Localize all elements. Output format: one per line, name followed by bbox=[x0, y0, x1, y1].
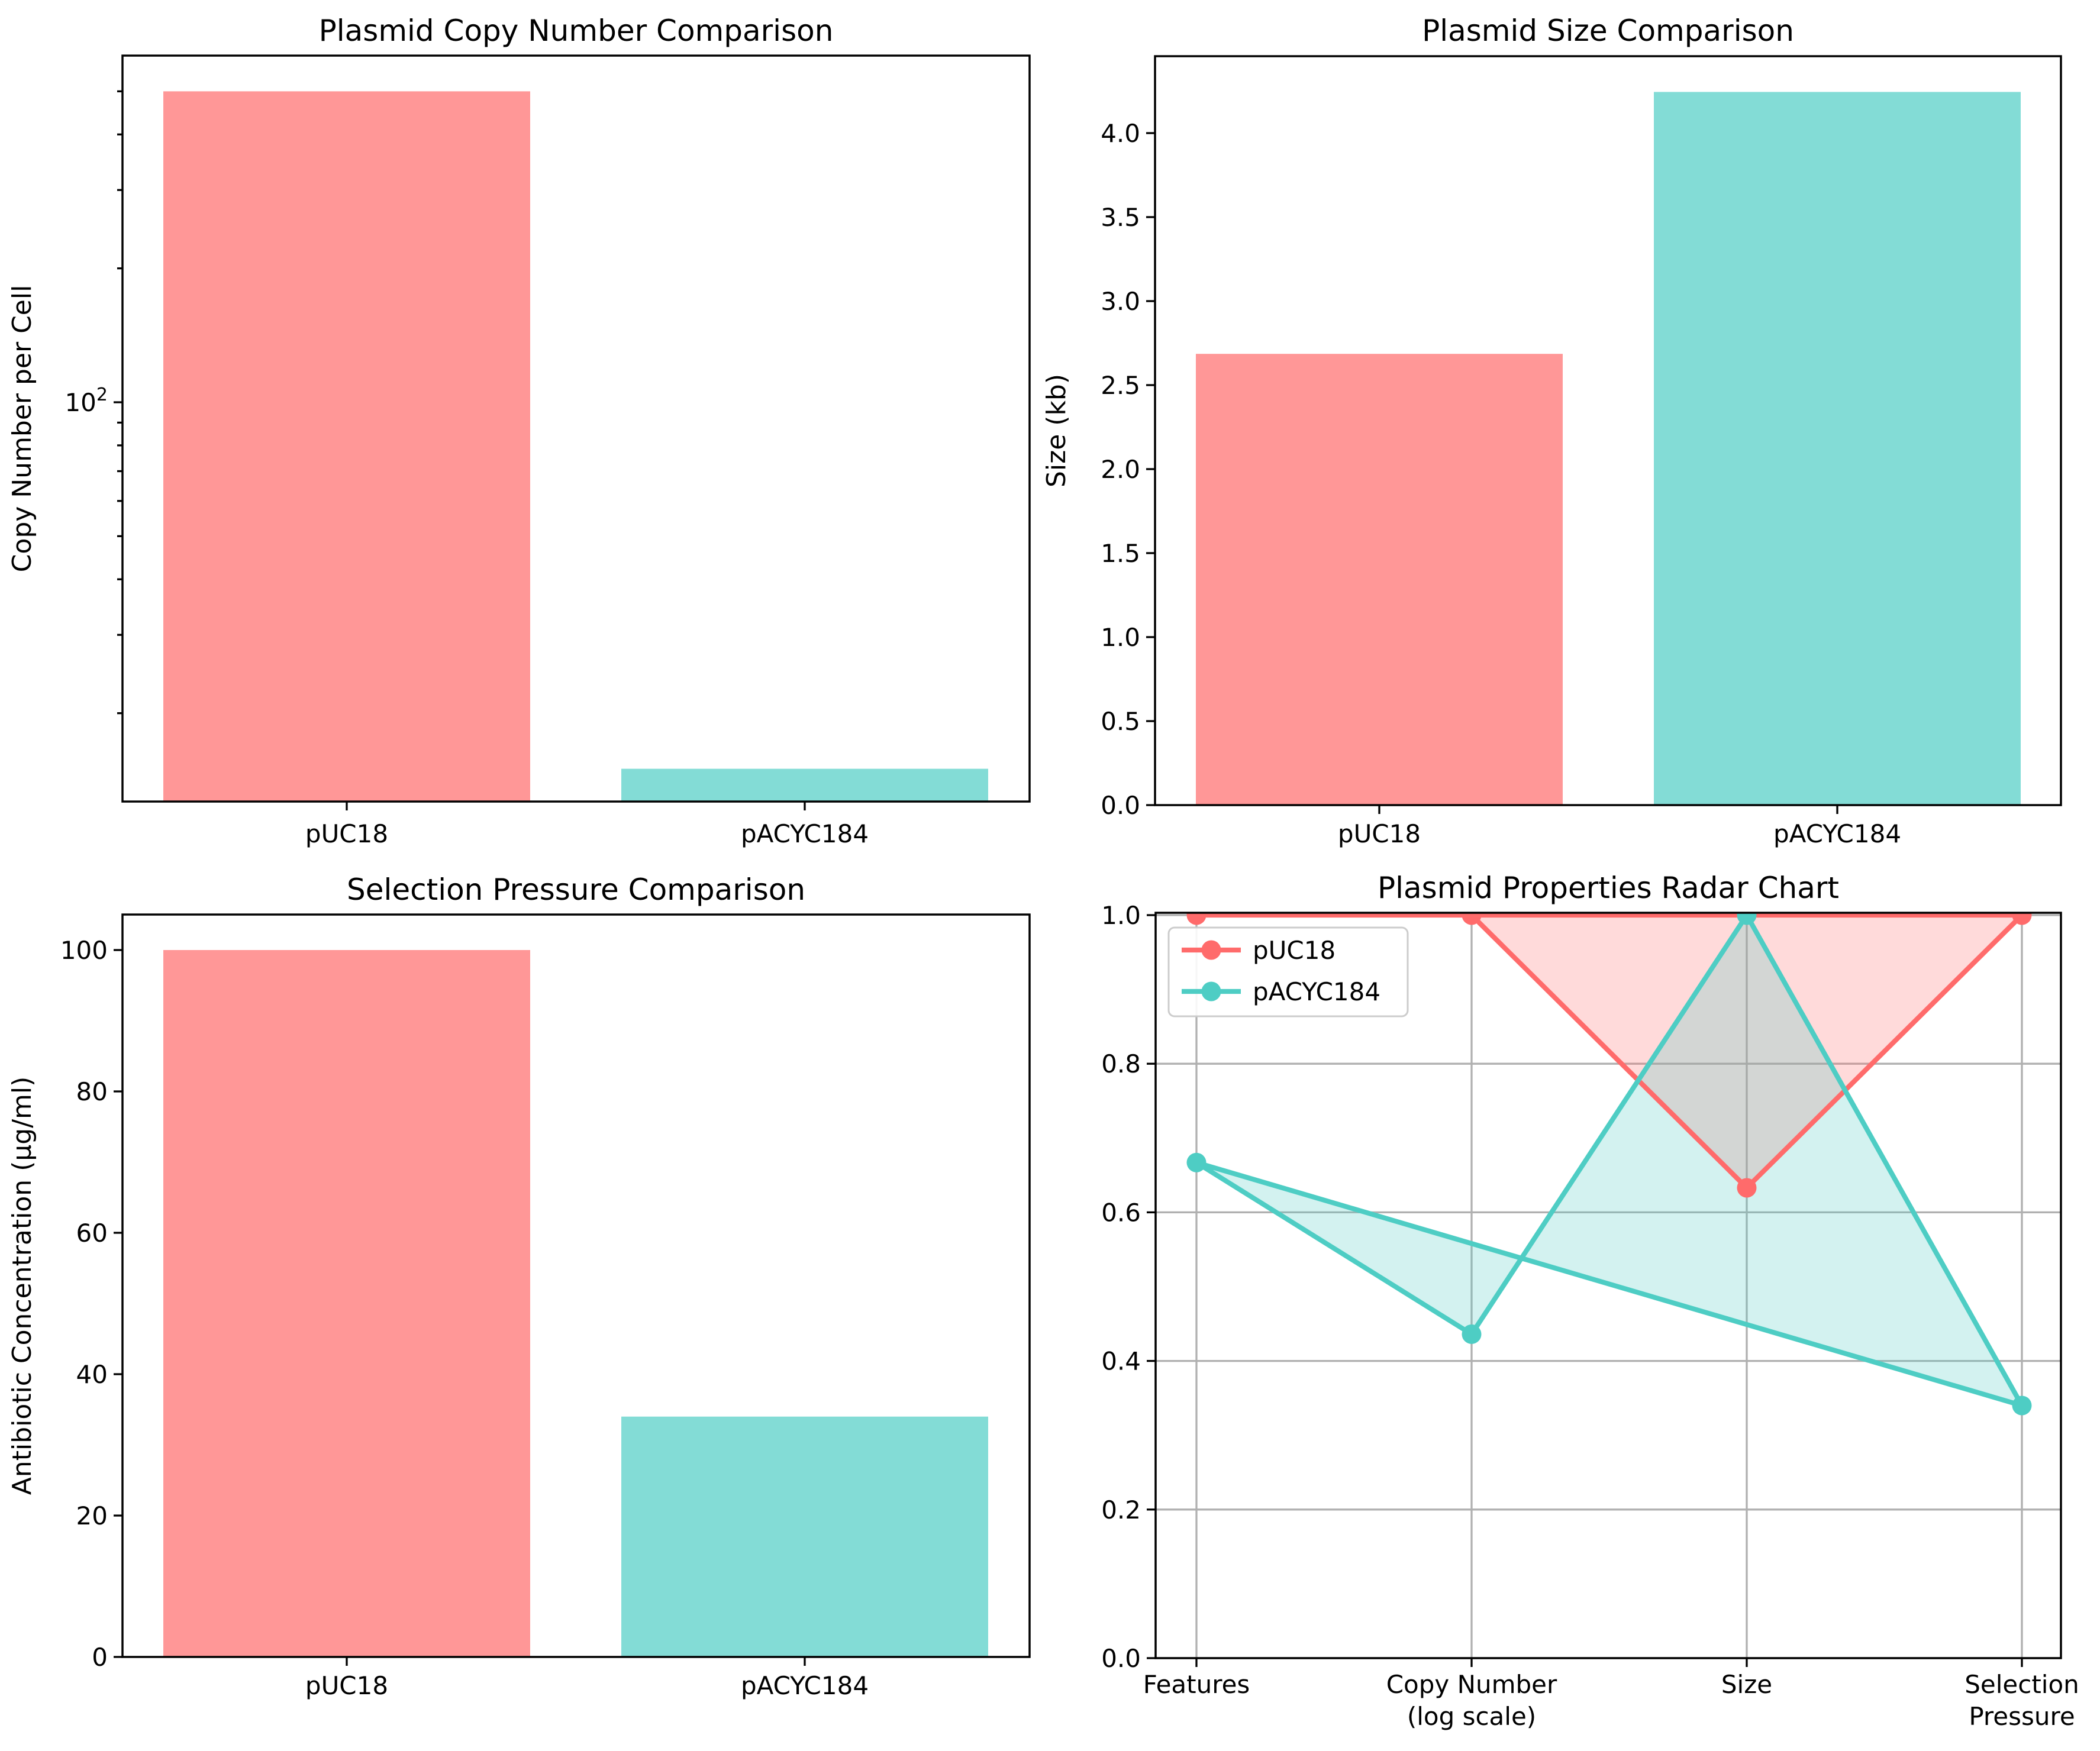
bar-puc18 bbox=[163, 950, 530, 1657]
radar-point-puc18-0 bbox=[1186, 913, 1207, 925]
ytick-label: 0.5 bbox=[1101, 707, 1140, 736]
xtick-label: pUC18 bbox=[305, 1671, 388, 1700]
chart-title-copy-number: Plasmid Copy Number Comparison bbox=[319, 14, 834, 48]
bar-puc18 bbox=[163, 91, 530, 802]
y-axis-label: Copy Number per Cell bbox=[7, 285, 37, 573]
ytick-label: 0.8 bbox=[1101, 1049, 1141, 1078]
xtick-label: pACYC184 bbox=[741, 1671, 869, 1700]
chart-title-radar: Plasmid Properties Radar Chart bbox=[1378, 871, 1839, 905]
legend-marker-puc18 bbox=[1201, 940, 1221, 960]
bar-pacyc184 bbox=[1654, 92, 2021, 805]
xtick-label: pUC18 bbox=[305, 819, 388, 848]
ytick-label: 1.0 bbox=[1101, 623, 1140, 652]
radar-point-pacyc184-2 bbox=[1737, 913, 1757, 925]
chart-radar: 0.0 0.2 0.4 0.6 0.8 1.0 Features Copy Number (lo… bbox=[1101, 871, 2079, 1731]
radar-point-pacyc184-0 bbox=[1186, 1152, 1207, 1172]
chart-size: 0.0 0.5 1.0 1.5 2.0 2.5 3.0 3.5 4.0 pUC18 pACYC184… bbox=[1041, 14, 2062, 848]
bar-pacyc184 bbox=[621, 768, 988, 802]
xtick-label: Selection bbox=[1964, 1670, 2079, 1699]
xtick-label: Size bbox=[1721, 1670, 1772, 1699]
ytick-label: 4.0 bbox=[1101, 119, 1140, 148]
ytick-label: 0.2 bbox=[1101, 1495, 1141, 1524]
ytick-label: 1.5 bbox=[1101, 539, 1140, 568]
ytick-label: 60 bbox=[76, 1219, 108, 1248]
legend-label-puc18: pUC18 bbox=[1253, 936, 1336, 965]
legend: pUC18 pACYC184 bbox=[1167, 926, 1409, 1017]
ytick-label: 2.5 bbox=[1101, 371, 1140, 400]
axes-spines bbox=[1154, 55, 2062, 806]
ytick-label: 1.0 bbox=[1101, 901, 1141, 930]
ytick-label-log: 102 bbox=[64, 385, 108, 417]
chart-title-selection-pressure: Selection Pressure Comparison bbox=[347, 873, 805, 907]
bar-pacyc184 bbox=[621, 1416, 988, 1657]
chart-selection-pressure: 0 20 40 60 80 100 pUC18 pACYC184 Selection Press… bbox=[7, 873, 1031, 1700]
xtick-label: pUC18 bbox=[1338, 819, 1421, 848]
ytick-label: 0.0 bbox=[1101, 1644, 1141, 1673]
bar-puc18 bbox=[1196, 354, 1563, 805]
radar-point-puc18-3 bbox=[2012, 913, 2032, 925]
axes-spines bbox=[1154, 912, 2062, 1659]
axes-spines bbox=[121, 913, 1031, 1658]
legend-marker-pacyc184 bbox=[1201, 981, 1221, 1002]
ytick-label: 0.6 bbox=[1101, 1198, 1141, 1227]
chart-title-size: Plasmid Size Comparison bbox=[1422, 14, 1794, 48]
ytick-label: 3.0 bbox=[1101, 287, 1140, 316]
ytick-label: 0.4 bbox=[1101, 1347, 1141, 1376]
radar-point-puc18-2 bbox=[1737, 1178, 1757, 1198]
ytick-label: 0 bbox=[92, 1643, 108, 1672]
axes-spines bbox=[121, 54, 1031, 803]
radar-point-puc18-1 bbox=[1462, 913, 1482, 925]
xtick-label: Copy Number bbox=[1386, 1670, 1557, 1699]
ytick-label: 20 bbox=[76, 1501, 108, 1530]
radar-point-pacyc184-3 bbox=[2012, 1395, 2032, 1416]
ytick-label: 3.5 bbox=[1101, 203, 1140, 232]
ytick-label: 2.0 bbox=[1101, 455, 1140, 484]
y-axis-label: Antibiotic Concentration (μg/ml) bbox=[7, 1077, 37, 1495]
xtick-label: pACYC184 bbox=[741, 819, 869, 848]
chart-copy-number: 102 pUC18 pACYC184 Plasmid Copy Number Comp… bbox=[7, 14, 1031, 848]
y-axis-label: Size (kb) bbox=[1041, 374, 1072, 487]
ytick-label: 80 bbox=[76, 1077, 108, 1106]
xtick-label-line2: Pressure bbox=[1969, 1702, 2075, 1731]
radar-point-pacyc184-1 bbox=[1462, 1324, 1482, 1344]
ytick-label: 100 bbox=[60, 936, 108, 965]
xtick-label: pACYC184 bbox=[1773, 819, 1901, 848]
ytick-label: 0.0 bbox=[1101, 791, 1140, 820]
legend-label-pacyc184: pACYC184 bbox=[1253, 977, 1380, 1006]
xtick-label-line2: (log scale) bbox=[1407, 1702, 1536, 1731]
ytick-label: 40 bbox=[76, 1360, 108, 1389]
radar-plot-area bbox=[1186, 913, 2032, 1416]
xtick-label: Features bbox=[1143, 1670, 1250, 1699]
